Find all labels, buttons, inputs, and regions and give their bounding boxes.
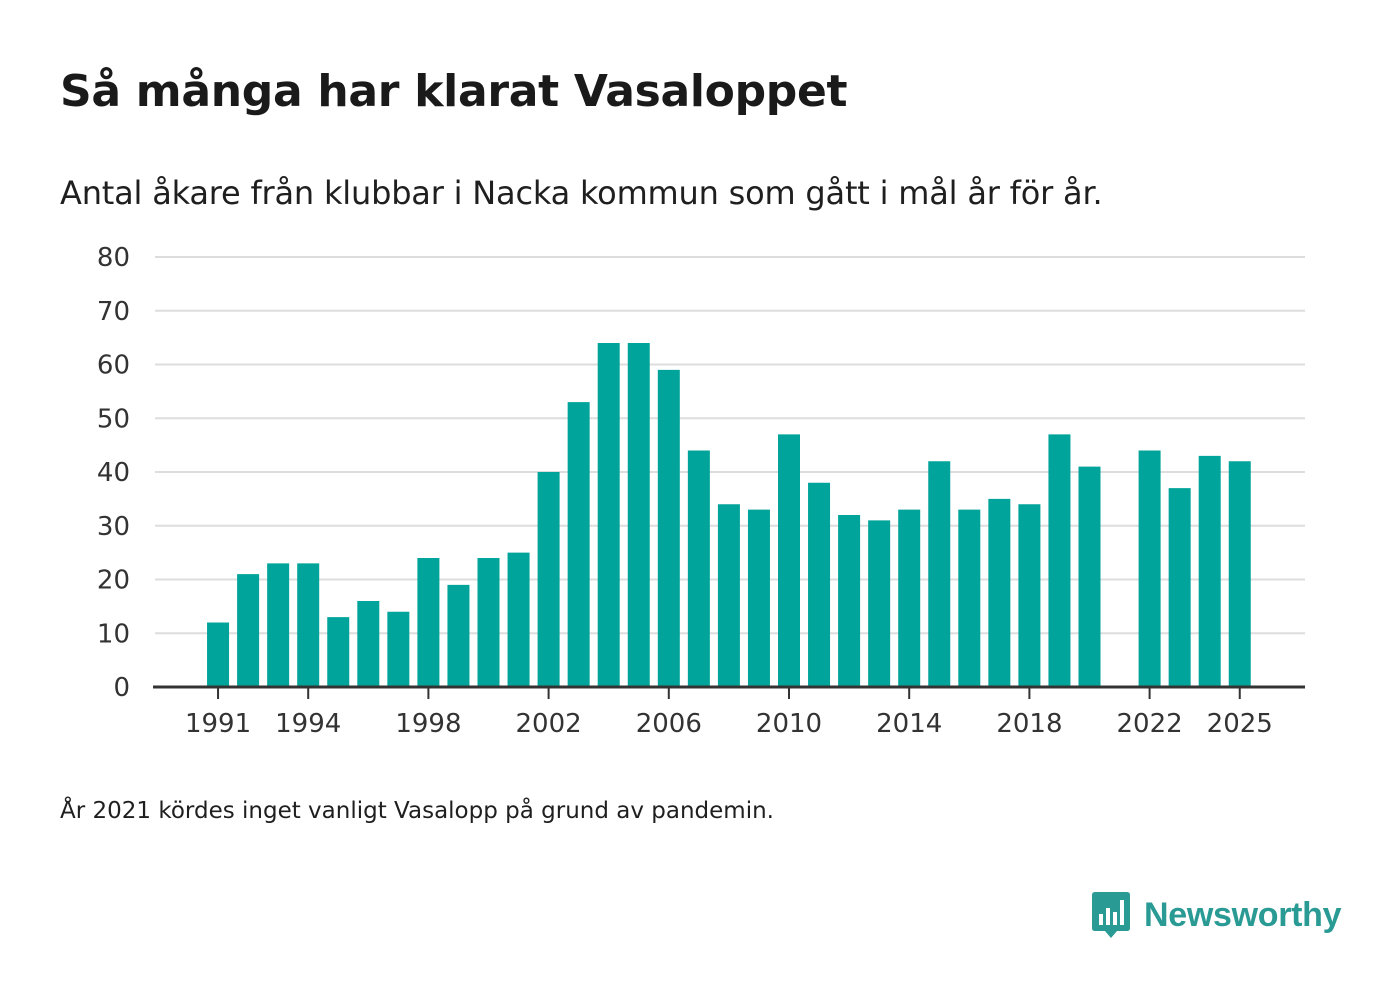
newsworthy-logo-icon <box>1092 892 1130 938</box>
x-tick-label-2006: 2006 <box>636 709 702 739</box>
bar-2003 <box>567 402 590 687</box>
y-tick-label-80: 80 <box>97 243 130 273</box>
x-tick-label-1994: 1994 <box>275 709 341 739</box>
y-tick-label-40: 40 <box>97 458 130 488</box>
bar-2025 <box>1228 461 1251 687</box>
bar-2001 <box>507 552 530 687</box>
x-tick-label-2022: 2022 <box>1117 709 1183 739</box>
bars <box>207 343 1251 687</box>
footnote: År 2021 kördes inget vanligt Vasalopp på… <box>60 798 774 824</box>
bar-2023 <box>1168 488 1191 687</box>
axes <box>153 685 1305 699</box>
chart-subtitle: Antal åkare från klubbar i Nacka kommun … <box>60 174 1103 212</box>
y-tick-label-30: 30 <box>97 512 130 542</box>
x-tick-label-2002: 2002 <box>516 709 582 739</box>
brand-name: Newsworthy <box>1144 895 1342 934</box>
bar-1993 <box>267 563 290 687</box>
bar-2002 <box>537 472 560 687</box>
bar-1992 <box>237 574 260 687</box>
bar-2024 <box>1198 455 1221 687</box>
x-tick-label-1991: 1991 <box>185 709 251 739</box>
brand-logo: Newsworthy <box>1090 890 1342 940</box>
bar-2012 <box>838 515 861 687</box>
bar-2020 <box>1078 466 1101 687</box>
y-tick-label-20: 20 <box>97 566 130 596</box>
bar-2014 <box>898 509 921 687</box>
y-tick-label-10: 10 <box>97 619 130 649</box>
x-tick-label-2014: 2014 <box>876 709 942 739</box>
bar-1994 <box>297 563 320 687</box>
bar-2006 <box>657 369 680 687</box>
bar-1996 <box>357 601 380 687</box>
tick-labels: 0 10 20 30 40 50 60 70 80 1991 1994 1998 2002 2006 201… <box>97 243 1273 739</box>
bar-2016 <box>958 509 981 687</box>
bar-2010 <box>778 434 800 687</box>
bar-2005 <box>627 343 650 687</box>
y-tick-label-50: 50 <box>97 404 130 434</box>
bar-1995 <box>327 617 350 687</box>
bar-2017 <box>988 498 1011 687</box>
bar-2022 <box>1138 450 1161 687</box>
bar-1991 <box>207 622 230 687</box>
bar-2000 <box>477 558 500 687</box>
x-tick-label-1998: 1998 <box>395 709 461 739</box>
x-tick-label-2025: 2025 <box>1207 709 1273 739</box>
bar-1999 <box>447 584 470 687</box>
bar-2013 <box>868 520 891 687</box>
bar-2007 <box>687 450 710 687</box>
bar-2018 <box>1018 504 1041 687</box>
x-tick-label-2010: 2010 <box>756 709 822 739</box>
bar-2015 <box>928 461 951 687</box>
bar-2008 <box>717 504 740 687</box>
chart-title: Så många har klarat Vasaloppet <box>60 66 848 117</box>
y-tick-label-60: 60 <box>97 351 130 381</box>
bar-2019 <box>1048 434 1071 687</box>
x-tick-label-2018: 2018 <box>996 709 1062 739</box>
y-tick-label-0: 0 <box>113 673 130 703</box>
bar-2011 <box>808 482 831 687</box>
bar-1997 <box>387 611 410 687</box>
y-tick-label-70: 70 <box>97 297 130 327</box>
bar-1998 <box>417 558 440 687</box>
bar-2004 <box>597 343 620 687</box>
bar-chart: 0 10 20 30 40 50 60 70 80 1991 1994 1998 2002 2006 201… <box>97 243 1305 739</box>
bar-2009 <box>747 509 770 687</box>
